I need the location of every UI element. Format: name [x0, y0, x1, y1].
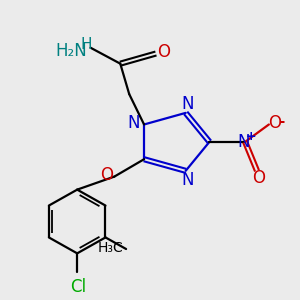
Text: O: O [268, 114, 281, 132]
Text: N: N [181, 170, 194, 188]
Text: O: O [100, 166, 113, 184]
Text: N: N [237, 133, 250, 151]
Text: H₂N: H₂N [56, 42, 88, 60]
Text: +: + [245, 130, 256, 143]
Text: O: O [252, 169, 265, 187]
Text: N: N [181, 95, 194, 113]
Text: O: O [157, 43, 170, 61]
Text: H: H [80, 37, 92, 52]
Text: Cl: Cl [70, 278, 86, 296]
Text: -: - [278, 114, 285, 129]
Text: N: N [128, 114, 140, 132]
Text: H₃C: H₃C [98, 242, 123, 255]
